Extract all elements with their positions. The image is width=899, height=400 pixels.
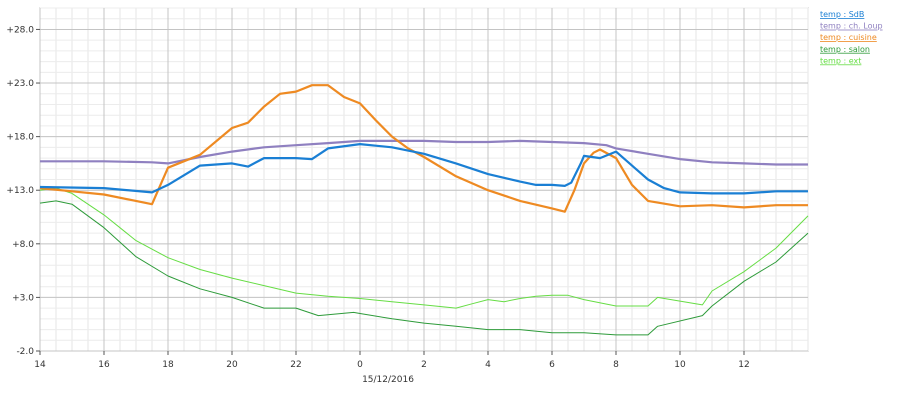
x-tick-label: 18 [162,360,174,370]
legend-entry[interactable]: temp : ext [820,56,861,65]
legend-entry[interactable]: temp : SdB [820,10,864,19]
legend: temp : SdB temp : ch. Loup temp : cuisine t… [820,10,883,65]
series-line-temp-sdb [39,143,808,195]
x-tick-label: 10 [674,360,686,370]
x-tick-label: 22 [290,360,301,370]
y-tick-label: +8.0 [12,240,34,250]
legend-entry[interactable]: temp : salon [820,45,870,54]
x-tick-label: 4 [485,360,491,370]
x-tick-label: 8 [613,360,619,370]
x-tick-label: 0 [357,360,363,370]
y-tick-label: +3.0 [12,293,34,303]
y-tick-label: +23.0 [6,79,34,89]
series-line-temp-ch-loup [40,139,808,166]
x-tick-label: 16 [98,360,110,370]
x-tick-label: 20 [226,360,238,370]
legend-entry[interactable]: temp : ch. Loup [820,22,883,31]
series-line-temp-ext [39,187,809,309]
x-tick-label: 14 [34,360,46,370]
y-tick-label: +13.0 [6,186,34,196]
x-axis-title: 15/12/2016 [362,375,414,385]
series-line-temp-salon [39,200,809,336]
legend-entry[interactable]: temp : cuisine [820,33,877,42]
y-tick-label: +18.0 [6,133,34,143]
y-tick-label: +28.0 [6,25,34,35]
y-tick-label: -2.0 [16,347,34,357]
x-tick-label: 12 [738,360,749,370]
x-tick-label: 6 [549,360,555,370]
x-tick-label: 2 [421,360,427,370]
